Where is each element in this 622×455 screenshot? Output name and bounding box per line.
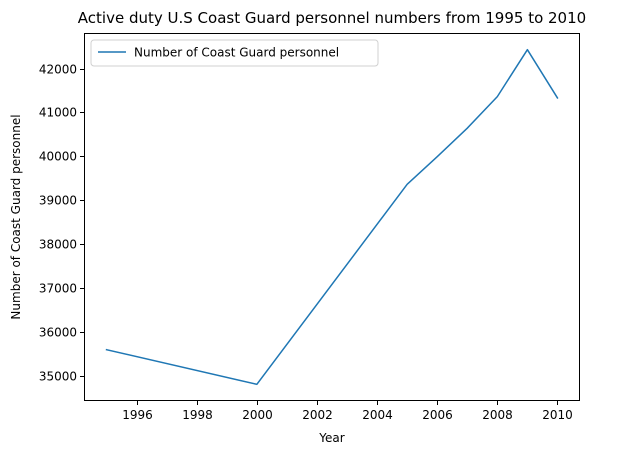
legend-box <box>90 39 379 67</box>
x-tick-label: 2010 <box>542 408 573 422</box>
series-layer <box>105 48 559 386</box>
plot-frame <box>84 33 580 401</box>
x-tick-label: 1998 <box>182 408 213 422</box>
y-tick-label: 41000 <box>39 106 77 120</box>
y-tick-label: 36000 <box>39 326 77 340</box>
y-tick-label: 38000 <box>39 238 77 252</box>
legend: Number of Coast Guard personnel <box>90 39 379 67</box>
y-tick-label: 39000 <box>39 194 77 208</box>
y-tick-label: 37000 <box>39 282 77 296</box>
x-tick-label: 1996 <box>122 408 153 422</box>
x-tick-label: 2002 <box>302 408 333 422</box>
y-tick-label: 40000 <box>39 150 77 164</box>
plot-area: 1996 1998 2000 2002 2004 2006 2008 2010 35000 36… <box>39 33 580 422</box>
series-line <box>105 48 559 386</box>
y-tick-label: 42000 <box>39 63 77 77</box>
y-tick-label: 35000 <box>39 370 77 384</box>
chart-title: Active duty U.S Coast Guard personnel nu… <box>78 9 586 27</box>
legend-entry-label: Number of Coast Guard personnel <box>134 46 339 60</box>
x-tick-label: 2004 <box>362 408 393 422</box>
x-tick-label: 2008 <box>482 408 513 422</box>
x-axis-ticks: 1996 1998 2000 2002 2004 2006 2008 2010 <box>122 401 573 422</box>
y-axis-ticks: 35000 36000 37000 38000 39000 40000 41000 42000 <box>39 63 84 384</box>
x-tick-label: 2006 <box>422 408 453 422</box>
x-tick-label: 2000 <box>242 408 273 422</box>
x-axis-label: Year <box>318 431 344 445</box>
y-axis-label: Number of Coast Guard personnel <box>9 114 23 319</box>
